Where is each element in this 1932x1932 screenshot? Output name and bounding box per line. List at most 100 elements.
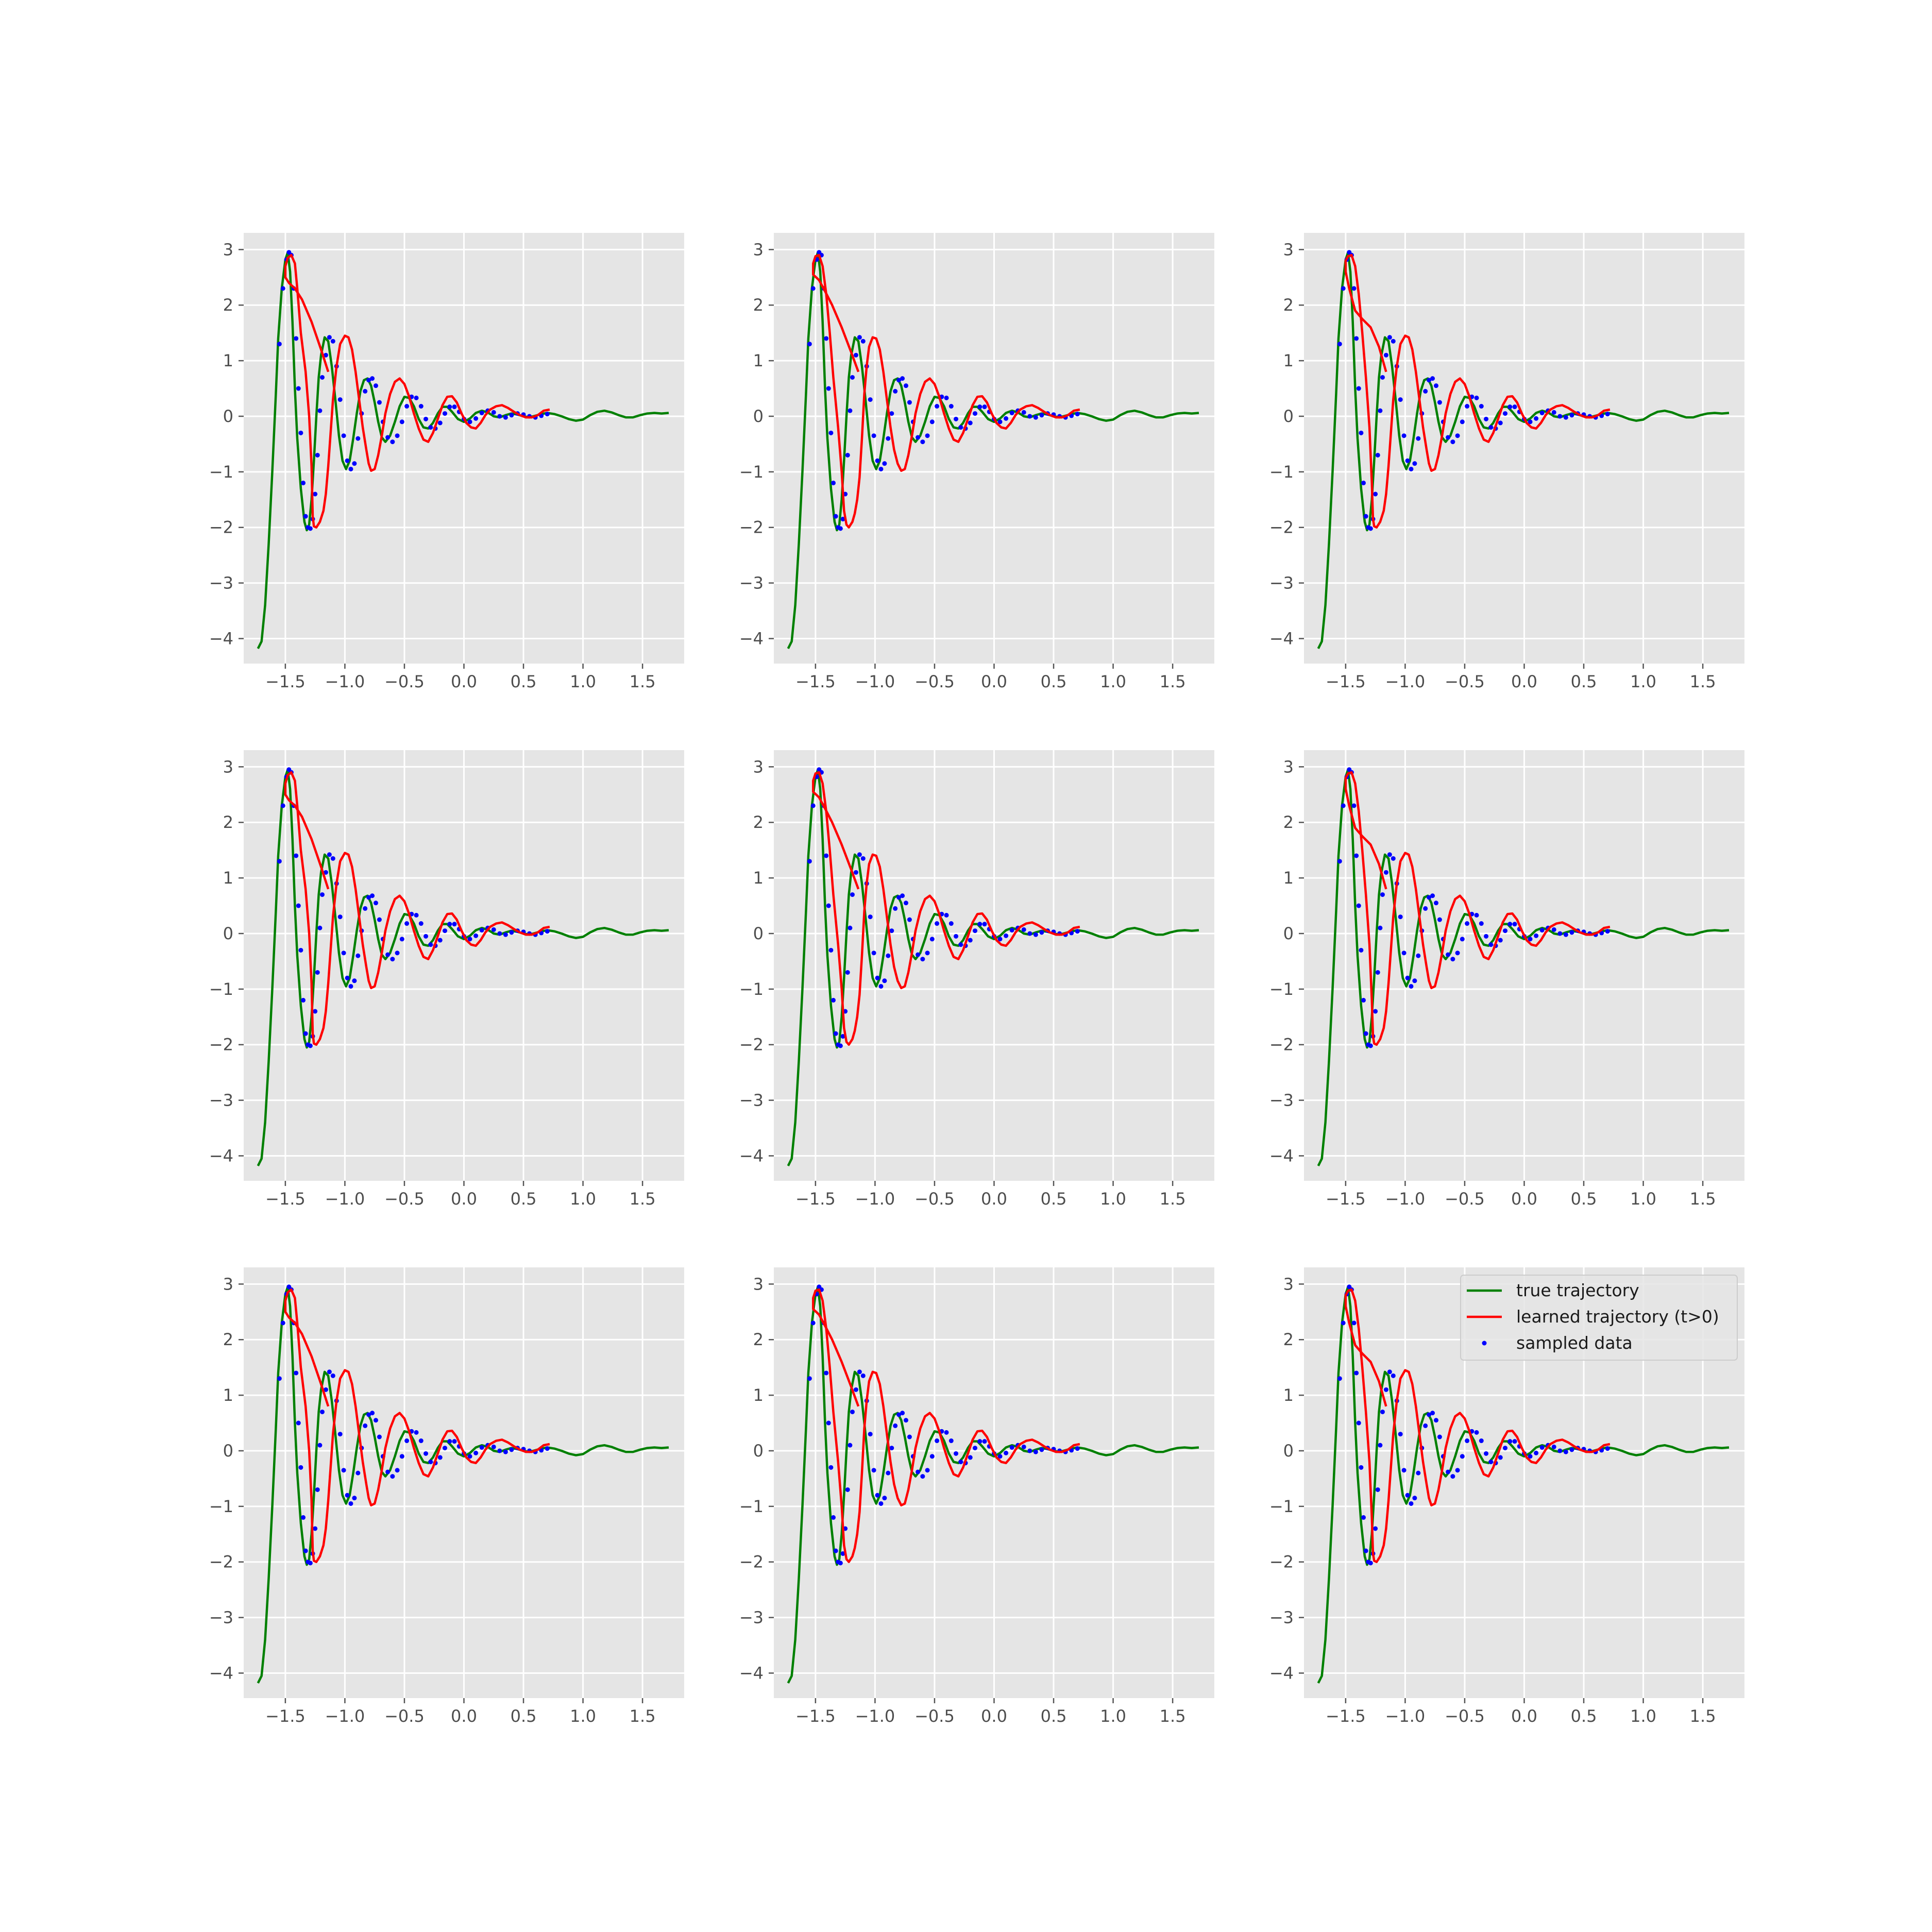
sampled-data-point [1380, 892, 1385, 897]
sampled-data-point [1363, 514, 1368, 519]
y-tick-label: 3 [223, 240, 233, 259]
x-tick-label: 0.0 [451, 672, 477, 691]
sampled-data-point [831, 1515, 836, 1520]
y-tick-label: 3 [223, 1274, 233, 1294]
sampled-data-point [875, 975, 880, 980]
legend-entry-sampled: sampled data [1482, 1333, 1633, 1353]
sampled-data-point [920, 1474, 925, 1479]
y-tick-label: 0 [1283, 406, 1294, 426]
sampled-data-point [1368, 526, 1373, 531]
x-tick-label: 1.5 [630, 1706, 656, 1726]
sampled-data-point [437, 938, 443, 943]
sampled-data-point [1551, 1444, 1556, 1449]
sampled-data-point [1512, 922, 1517, 927]
sampled-data-point [900, 1411, 905, 1416]
sampled-data-point [920, 439, 925, 445]
x-tick-label: −1.5 [795, 1189, 836, 1209]
sampled-data-point [977, 922, 982, 927]
sampled-data-point [296, 1420, 301, 1426]
sampled-data-point [1356, 386, 1361, 391]
y-tick-label: −1 [739, 979, 764, 999]
sampled-data-point [944, 912, 949, 918]
sampled-data-point [503, 415, 508, 420]
y-tick-label: −2 [1269, 1552, 1294, 1572]
sampled-data-point [404, 404, 410, 409]
sampled-data-point [1387, 335, 1392, 340]
sampled-data-point [320, 892, 325, 897]
sampled-data-point [1351, 1320, 1357, 1326]
x-tick-label: 1.0 [1100, 672, 1126, 691]
x-tick-label: 1.5 [1690, 672, 1716, 691]
sampled-data-point [907, 1434, 912, 1439]
sampled-data-point [868, 1432, 873, 1437]
sampled-data-point [840, 517, 845, 522]
sampled-data-point [958, 1460, 963, 1465]
y-tick-label: −4 [739, 1146, 764, 1165]
sampled-data-point [1569, 1447, 1574, 1452]
sampled-data-point [824, 336, 829, 341]
sampled-data-point [1409, 1501, 1414, 1506]
y-tick-label: 3 [1283, 240, 1294, 259]
legend-label: learned trajectory (t>0) [1516, 1307, 1719, 1327]
x-tick-label: −1.0 [325, 1706, 365, 1726]
sampled-data-point [838, 526, 843, 531]
sampled-data-point [1437, 1434, 1442, 1439]
sampled-data-point [860, 856, 866, 861]
x-tick-label: −0.5 [1445, 672, 1485, 691]
sampled-data-point [878, 1501, 884, 1506]
y-tick-label: −1 [209, 979, 233, 999]
sampled-data-point [1363, 1548, 1368, 1553]
sampled-data-point [301, 1515, 306, 1520]
sampled-data-point [1539, 928, 1545, 933]
sampled-data-point [968, 938, 973, 943]
y-tick-label: 3 [753, 1274, 764, 1294]
sampled-data-point [1446, 1469, 1451, 1475]
sampled-data-point [1021, 1444, 1026, 1449]
sampled-data-point [1534, 1450, 1539, 1455]
sampled-data-point [944, 395, 949, 400]
sampled-data-point [497, 414, 502, 419]
subplot-7: −1.5 −1.0 −0.5 0.0 0.5 1.0 1.5 3 2 1 0 −1 −2 −3 −4 [209, 1267, 684, 1726]
y-tick-label: −3 [739, 1608, 764, 1628]
sampled-data-point [871, 951, 876, 956]
sampled-data-point [1557, 414, 1563, 419]
sampled-data-point [1450, 1474, 1455, 1479]
sampled-data-point [428, 425, 433, 430]
learned-trajectory-line [812, 253, 1080, 529]
sampled-data-point [925, 433, 930, 438]
sampled-data-point [1460, 1454, 1465, 1459]
sampled-data-point [1380, 1409, 1385, 1414]
sampled-data-point [850, 1409, 855, 1414]
sampled-data-point [1416, 436, 1421, 441]
sampled-data-point [1391, 856, 1396, 861]
x-tick-label: 0.0 [981, 1189, 1007, 1209]
sampled-data-point [1027, 1448, 1032, 1453]
sampled-data-point [355, 436, 361, 441]
sampled-data-point [366, 378, 371, 383]
sampled-data-point [301, 480, 306, 485]
sampled-data-point [1401, 951, 1406, 956]
sampled-data-point [1354, 1370, 1359, 1376]
sampled-data-point [1423, 1423, 1428, 1428]
y-tick-label: −3 [1269, 1608, 1294, 1628]
sampled-data-point [418, 921, 423, 926]
y-tick-label: −2 [209, 1552, 233, 1572]
sampled-data-point [1423, 906, 1428, 911]
sampled-data-point [968, 1455, 973, 1460]
sampled-data-point [1563, 1449, 1568, 1454]
sampled-data-point [968, 420, 973, 426]
sampled-data-point [323, 870, 328, 875]
sampled-data-point [1484, 934, 1489, 939]
sampled-data-point [467, 937, 472, 942]
y-tick-label: −3 [739, 573, 764, 593]
true-trajectory-line [1317, 251, 1730, 649]
sampled-data-point [452, 922, 457, 927]
sampled-data-point [473, 933, 479, 938]
sampled-data-point [363, 906, 368, 911]
sampled-data-point [337, 1432, 343, 1437]
y-tick-label: 1 [223, 868, 233, 888]
sampled-data-point [479, 411, 484, 416]
sampled-data-point [1427, 1412, 1432, 1417]
sampled-data-point [920, 957, 925, 962]
sampled-data-point [1465, 921, 1470, 926]
